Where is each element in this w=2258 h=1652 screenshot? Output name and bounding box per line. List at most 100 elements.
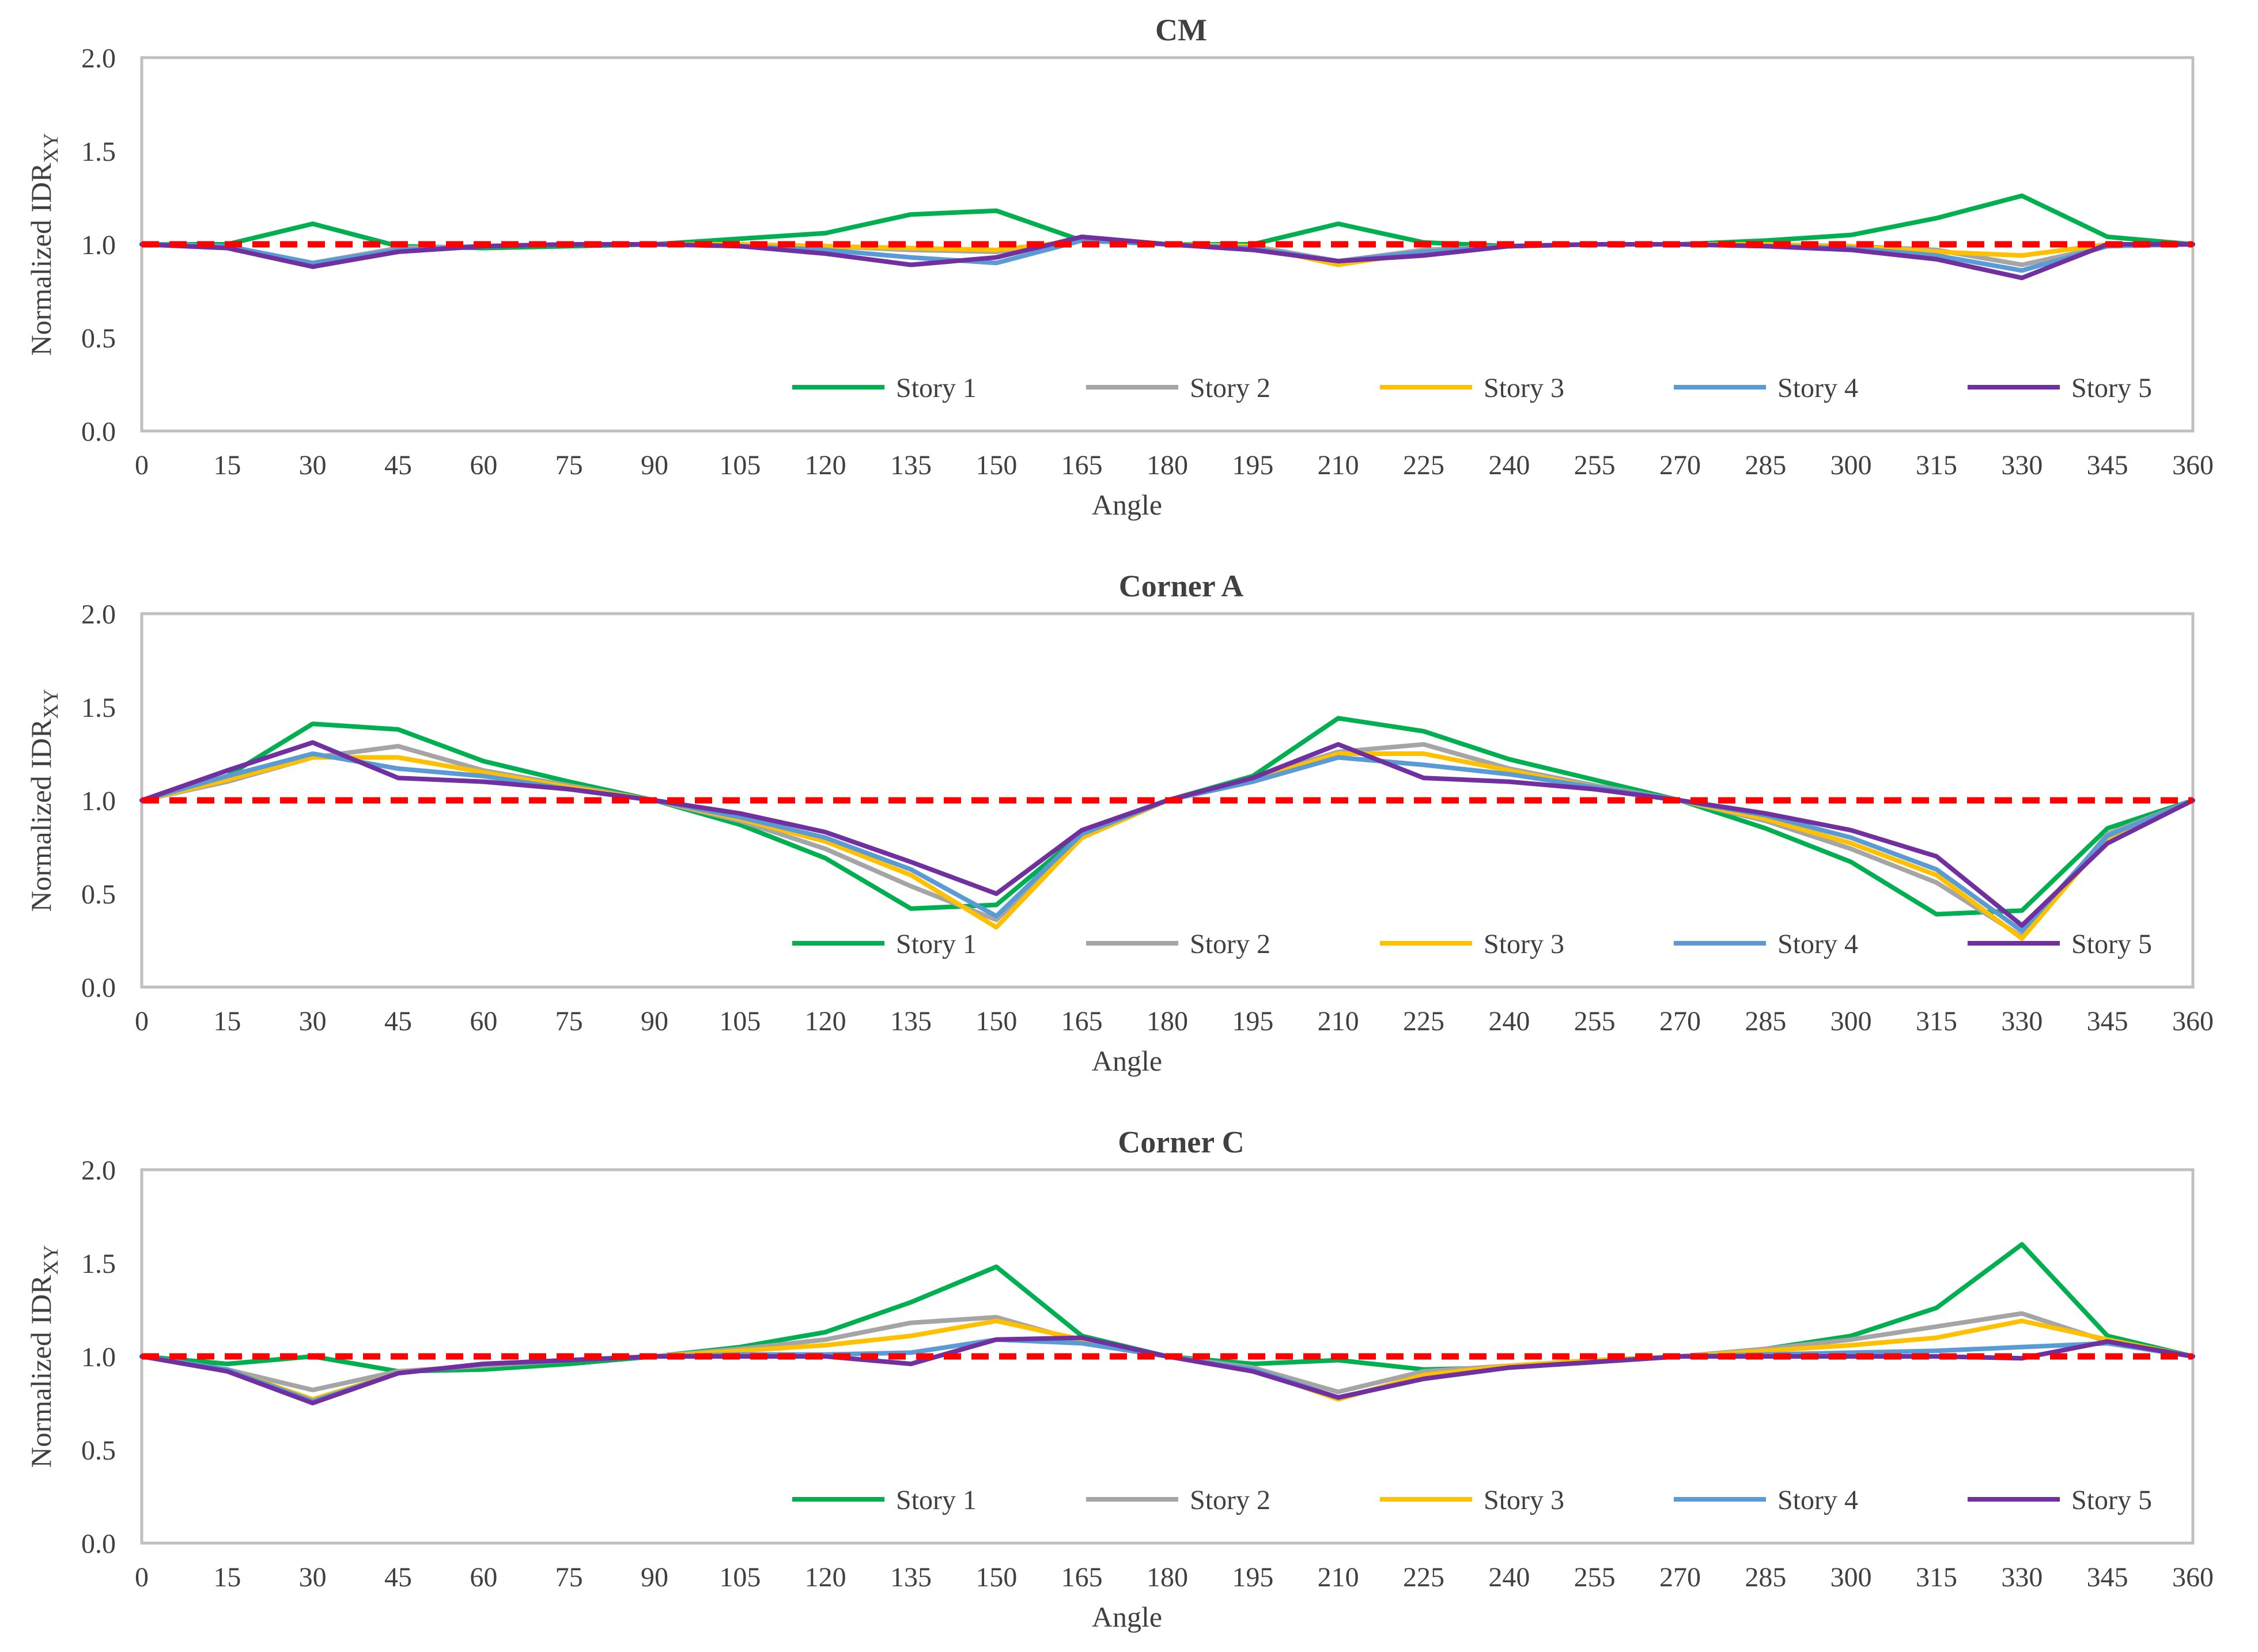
legend-label-story-5: Story 5 [2071,929,2152,959]
x-tick-label: 90 [641,1006,668,1037]
series-line-story-1 [139,193,2195,251]
x-tick-label: 255 [1574,450,1616,481]
series-line-story-1 [139,716,2195,917]
x-tick-label: 240 [1488,450,1530,481]
x-tick-label: 30 [299,1562,327,1593]
y-axis-title-subscript: XY [39,689,62,719]
x-tick-label: 15 [213,450,241,481]
x-tick-label: 330 [2001,450,2043,481]
x-tick-label: 315 [1916,1006,1957,1037]
chart-panel-2: Corner A 0.0 0.5 1.0 1.5 2.0 0 15 30 45 60 75 90 105 1… [25,569,2214,1077]
x-tick-label: 75 [555,450,583,481]
x-tick-label: 345 [2087,450,2128,481]
x-tick-label: 60 [470,1006,497,1037]
x-tick-label: 210 [1318,1006,1359,1037]
legend-label-story-2: Story 2 [1190,373,1270,403]
x-tick-label: 300 [1830,1006,1872,1037]
x-tick-label: 195 [1232,450,1273,481]
y-tick-label: 2.0 [81,599,116,630]
x-tick-label: 45 [384,1562,412,1593]
x-tick-label: 150 [975,450,1017,481]
x-axis-title: Angle [1092,1601,1162,1633]
x-tick-label: 360 [2172,450,2214,481]
x-tick-label: 255 [1574,1006,1616,1037]
x-tick-label: 15 [213,1006,241,1037]
y-tick-label: 0.0 [81,1529,116,1559]
x-tick-label: 120 [805,1562,846,1593]
y-axis-title-subscript: XY [39,133,62,163]
chart-title: Corner A [1119,569,1243,603]
x-tick-label: 30 [299,450,327,481]
y-tick-label: 1.0 [81,786,116,816]
y-axis-title-subscript: XY [39,1245,62,1275]
x-tick-label: 285 [1745,450,1786,481]
y-tick-label: 0.5 [81,1435,116,1466]
legend-label-story-3: Story 3 [1484,373,1564,403]
x-tick-label: 180 [1147,1562,1188,1593]
x-tick-label: 120 [805,1006,846,1037]
x-axis-title: Angle [1092,489,1162,521]
x-tick-label: 210 [1318,450,1359,481]
series-line-story-5 [139,740,2195,928]
x-tick-label: 360 [2172,1562,2214,1593]
y-tick-label: 0.0 [81,973,116,1003]
x-tick-label: 285 [1745,1562,1786,1593]
legend-label-story-2: Story 2 [1190,929,1270,959]
y-tick-label: 1.0 [81,230,116,260]
x-tick-label: 345 [2087,1006,2128,1037]
chart-panel-3: Corner C 0.0 0.5 1.0 1.5 2.0 0 15 30 45 60 75 90 105 1… [25,1125,2214,1633]
x-tick-label: 180 [1147,450,1188,481]
x-tick-label: 345 [2087,1562,2128,1593]
y-tick-label: 1.5 [81,137,116,167]
x-tick-label: 60 [470,1562,497,1593]
x-tick-label: 45 [384,1006,412,1037]
y-tick-label: 2.0 [81,1155,116,1186]
x-tick-label: 255 [1574,1562,1616,1593]
x-tick-label: 75 [555,1006,583,1037]
x-tick-label: 135 [890,450,932,481]
y-tick-label: 0.5 [81,879,116,910]
y-tick-label: 1.0 [81,1342,116,1373]
legend-label-story-5: Story 5 [2071,1485,2152,1515]
x-tick-label: 150 [975,1006,1017,1037]
x-tick-label: 90 [641,450,668,481]
x-tick-label: 210 [1318,1562,1359,1593]
x-tick-label: 165 [1061,1006,1103,1037]
y-axis-title: Normalized IDRXY [25,133,62,356]
x-tick-label: 285 [1745,1006,1786,1037]
x-tick-label: 180 [1147,1006,1188,1037]
x-tick-label: 75 [555,1562,583,1593]
x-tick-label: 225 [1403,1562,1444,1593]
legend-label-story-3: Story 3 [1484,929,1564,959]
x-tick-label: 195 [1232,1006,1273,1037]
legend-label-story-4: Story 4 [1777,373,1858,403]
x-tick-label: 240 [1488,1562,1530,1593]
x-tick-label: 60 [470,450,497,481]
x-tick-label: 150 [975,1562,1017,1593]
y-tick-label: 1.5 [81,1249,116,1279]
y-axis-title-main: Normalized IDR [25,162,57,356]
legend-label-story-5: Story 5 [2071,373,2152,403]
x-axis-title: Angle [1092,1045,1162,1077]
x-tick-label: 105 [719,1006,761,1037]
chart-title: Corner C [1118,1125,1244,1159]
legend-label-story-4: Story 4 [1777,929,1858,959]
x-tick-label: 0 [135,450,149,481]
x-tick-label: 300 [1830,450,1872,481]
x-tick-label: 0 [135,1562,149,1593]
x-tick-label: 270 [1659,1006,1701,1037]
x-tick-label: 105 [719,450,761,481]
y-tick-label: 0.0 [81,417,116,447]
x-tick-label: 30 [299,1006,327,1037]
x-tick-label: 15 [213,1562,241,1593]
legend-label-story-1: Story 1 [896,1485,977,1515]
x-tick-label: 225 [1403,450,1444,481]
y-axis-title: Normalized IDRXY [25,1245,62,1468]
y-axis-title-main: Normalized IDR [25,1275,57,1468]
x-tick-label: 225 [1403,1006,1444,1037]
x-tick-label: 240 [1488,1006,1530,1037]
y-tick-label: 2.0 [81,43,116,74]
legend-label-story-2: Story 2 [1190,1485,1270,1515]
x-tick-label: 105 [719,1562,761,1593]
legend-label-story-4: Story 4 [1777,1485,1858,1515]
